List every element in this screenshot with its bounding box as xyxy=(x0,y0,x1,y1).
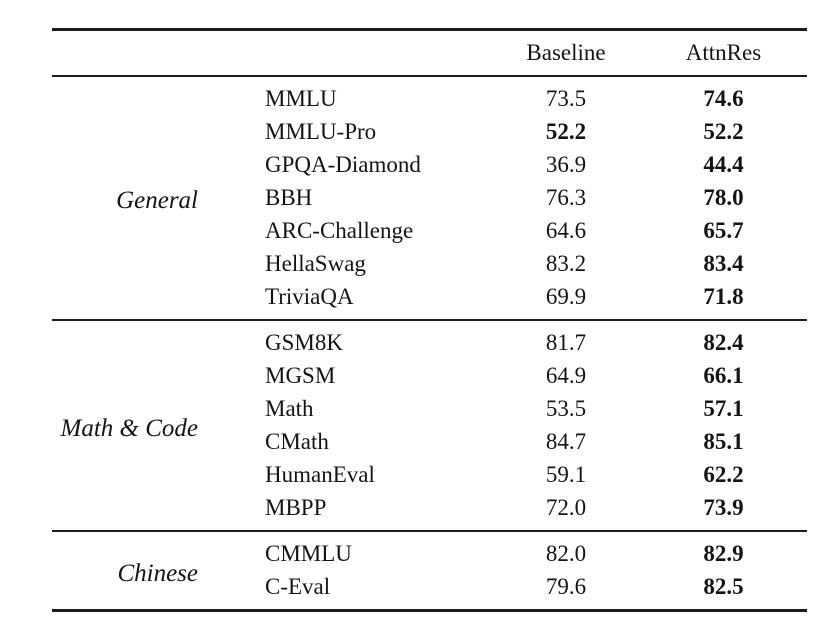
baseline-value: 73.5 xyxy=(545,86,587,111)
baseline-value: 76.3 xyxy=(545,185,587,210)
header-row: Baseline AttnRes xyxy=(52,30,807,77)
table-row: HellaSwag 83.2 83.4 xyxy=(52,247,807,280)
table-row: Chinese CMMLU 82.0 82.9 xyxy=(52,531,807,587)
attnres-value: 57.1 xyxy=(703,396,744,421)
attnres-value: 52.2 xyxy=(703,119,744,144)
benchmark-name: C-Eval xyxy=(265,574,331,599)
header-baseline: Baseline xyxy=(526,40,606,65)
attnres-value: 66.1 xyxy=(703,363,744,388)
section-chinese: Chinese CMMLU 82.0 82.9 C-Eval 79.6 82.5 xyxy=(52,531,807,611)
baseline-value: 81.7 xyxy=(545,330,587,355)
attnres-value: 73.9 xyxy=(703,495,744,520)
baseline-value: 84.7 xyxy=(545,429,587,454)
table-row: HumanEval 59.1 62.2 xyxy=(52,458,807,491)
attnres-value: 83.4 xyxy=(703,251,744,276)
benchmark-name: HellaSwag xyxy=(265,251,366,276)
baseline-value: 64.9 xyxy=(545,363,587,388)
group-label-general: General xyxy=(116,187,198,214)
baseline-value: 69.9 xyxy=(545,284,587,309)
baseline-value: 83.2 xyxy=(545,251,587,276)
benchmark-name: MMLU-Pro xyxy=(265,119,377,144)
attnres-value: 78.0 xyxy=(703,185,744,210)
attnres-value: 85.1 xyxy=(703,429,744,454)
attnres-value: 82.4 xyxy=(703,330,744,355)
attnres-value: 62.2 xyxy=(703,462,744,487)
baseline-value: 53.5 xyxy=(545,396,587,421)
table-row: MBPP 72.0 73.9 xyxy=(52,491,807,531)
baseline-value: 52.2 xyxy=(545,119,587,144)
benchmark-name: ARC-Challenge xyxy=(265,218,414,243)
table-row: GPQA-Diamond 36.9 44.4 xyxy=(52,148,807,181)
benchmark-name: HumanEval xyxy=(265,462,375,487)
benchmark-name: BBH xyxy=(265,185,313,210)
attnres-value: 74.6 xyxy=(703,86,744,111)
baseline-value: 82.0 xyxy=(545,541,587,566)
section-math-code: Math & Code GSM8K 81.7 82.4 MGSM 64.9 66… xyxy=(52,320,807,531)
attnres-value: 65.7 xyxy=(703,218,744,243)
table-row: MMLU-Pro 52.2 52.2 xyxy=(52,115,807,148)
benchmark-name: Math xyxy=(265,396,314,421)
benchmark-name: MMLU xyxy=(265,86,337,111)
attnres-value: 82.5 xyxy=(703,574,744,599)
baseline-value: 72.0 xyxy=(545,495,587,520)
benchmark-name: CMMLU xyxy=(265,541,352,566)
results-table: Baseline AttnRes General MMLU 73.5 74.6 … xyxy=(52,28,807,612)
benchmark-name: GSM8K xyxy=(265,330,343,355)
table-row: ARC-Challenge 64.6 65.7 xyxy=(52,214,807,247)
group-label-chinese: Chinese xyxy=(117,559,198,587)
benchmark-name: CMath xyxy=(265,429,329,454)
attnres-value: 82.9 xyxy=(703,541,744,566)
table-row: General MMLU 73.5 74.6 xyxy=(52,76,807,214)
header-attnres: AttnRes xyxy=(685,40,762,65)
section-general: General MMLU 73.5 74.6 MMLU-Pro 52.2 52.… xyxy=(52,76,807,320)
table-row: BBH 76.3 78.0 xyxy=(52,181,807,214)
table-row: Math 53.5 57.1 xyxy=(52,392,807,425)
attnres-value: 44.4 xyxy=(703,152,744,177)
baseline-value: 36.9 xyxy=(545,152,587,177)
baseline-value: 79.6 xyxy=(545,574,587,599)
header-empty-benchmark xyxy=(212,30,492,77)
table-row: MGSM 64.9 66.1 xyxy=(52,359,807,392)
benchmark-name: GPQA-Diamond xyxy=(265,152,421,177)
benchmark-name: MBPP xyxy=(265,495,327,520)
table-header: Baseline AttnRes xyxy=(52,30,807,77)
baseline-value: 64.6 xyxy=(545,218,587,243)
table-row: Math & Code GSM8K 81.7 82.4 xyxy=(52,320,807,442)
table-row: CMath 84.7 85.1 xyxy=(52,425,807,458)
table-row: TriviaQA 69.9 71.8 xyxy=(52,280,807,320)
group-label-math-code: Math & Code xyxy=(60,414,199,442)
attnres-value: 71.8 xyxy=(703,284,744,309)
table-row: C-Eval 79.6 82.5 xyxy=(52,570,807,611)
header-empty-group xyxy=(52,30,212,77)
benchmark-name: TriviaQA xyxy=(265,284,354,309)
benchmark-name: MGSM xyxy=(265,363,336,388)
baseline-value: 59.1 xyxy=(545,462,587,487)
